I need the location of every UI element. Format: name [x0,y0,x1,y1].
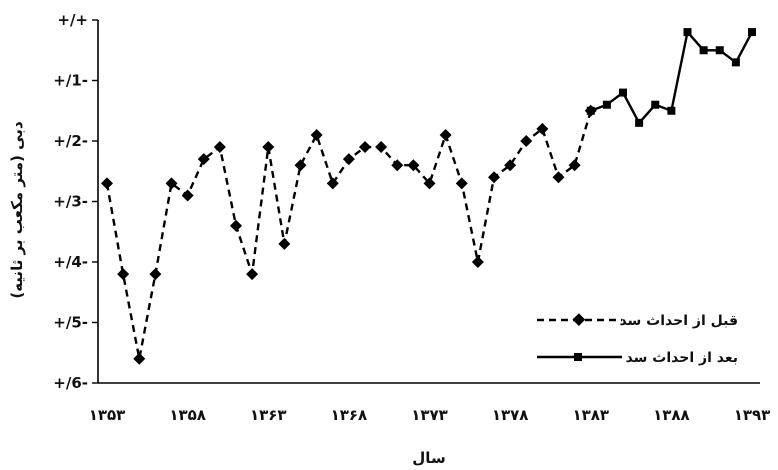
data-point-before-dam [552,171,565,184]
data-point-before-dam [375,141,388,154]
data-point-before-dam [262,141,275,154]
data-point-before-dam [520,135,533,147]
data-point-before-dam [310,128,323,141]
data-point-after-dam [699,46,708,55]
data-point-after-dam [683,28,692,37]
data-point-before-dam [423,177,436,190]
x-tick-label: ۱۳۵۸ [169,406,206,424]
legend: قبل از احداث سد بعد از احداث سد [537,313,738,366]
y-tick-label: +/3- [53,193,88,211]
x-tick-label: ۱۳۸۸ [653,406,690,424]
data-point-after-dam [635,118,644,127]
x-tick-label: ۱۳۷۸ [492,406,529,424]
data-point-before-dam [568,159,581,172]
data-point-after-dam [715,46,724,55]
legend-marker-before-dam [572,313,586,327]
data-point-after-dam [586,106,595,115]
x-tick-label: ۱۳۹۳ [734,406,771,424]
x-tick-label: ۱۳۶۳ [250,406,287,424]
data-point-before-dam [342,153,355,166]
data-point-before-dam [326,177,339,190]
data-point-after-dam [667,106,676,115]
data-point-before-dam [165,177,178,190]
legend-label-after-dam: بعد از احداث سد [626,350,738,366]
data-point-before-dam [536,122,549,135]
data-point-before-dam [133,352,146,365]
y-axis-title: دبی (متر مکعب بر ثانیه) [8,121,26,299]
data-point-before-dam [359,141,371,154]
data-point-before-dam [488,171,500,184]
x-axis-ticks: ۱۳۵۳ ۱۳۵۸ ۱۳۶۳ ۱۳۶۸ ۱۳۷۳ ۱۳۷۸ ۱۳۸۳ ۱۳۸۸ ۱۳۹۳ [89,406,771,424]
legend-marker-after-dam [574,353,582,361]
data-point-before-dam [149,268,162,281]
data-point-before-dam [504,159,517,172]
data-point-before-dam [101,177,113,190]
y-tick-label: +/1- [53,72,88,90]
y-tick-label: +/4- [53,253,88,271]
x-tick-label: ۱۳۷۳ [411,406,448,424]
y-tick-label: +/2- [53,132,88,150]
y-tick-label: +/6- [53,374,88,392]
data-point-before-dam [278,237,291,250]
x-tick-label: ۱۳۵۳ [89,406,126,424]
x-axis-title: سال [412,449,445,467]
data-point-before-dam [471,256,484,268]
data-point-after-dam [619,88,627,97]
data-point-after-dam [602,100,611,109]
y-tick-label: +/+ [57,11,88,29]
series-layer [101,28,756,365]
series-line-before-dam [105,110,592,360]
data-point-after-dam [651,100,660,109]
data-point-before-dam [230,219,242,232]
legend-label-before-dam: قبل از احداث سد [619,313,738,329]
data-point-before-dam [294,159,307,172]
data-point-after-dam [731,58,740,67]
x-tick-label: ۱۳۶۸ [331,406,368,424]
data-point-before-dam [246,268,259,281]
data-point-before-dam [197,153,210,166]
y-tick-label: +/5- [53,314,88,332]
data-point-before-dam [391,159,404,172]
data-point-before-dam [407,159,420,172]
data-point-before-dam [181,189,194,202]
data-point-before-dam [455,177,468,190]
data-point-before-dam [439,128,452,141]
data-point-after-dam [748,28,756,37]
x-tick-label: ۱۳۸۳ [572,406,609,424]
data-point-before-dam [117,268,130,281]
data-point-before-dam [213,141,226,154]
y-axis-ticks: +/+ +/1- +/2- +/3- +/4- +/5- +/6- [53,11,98,392]
